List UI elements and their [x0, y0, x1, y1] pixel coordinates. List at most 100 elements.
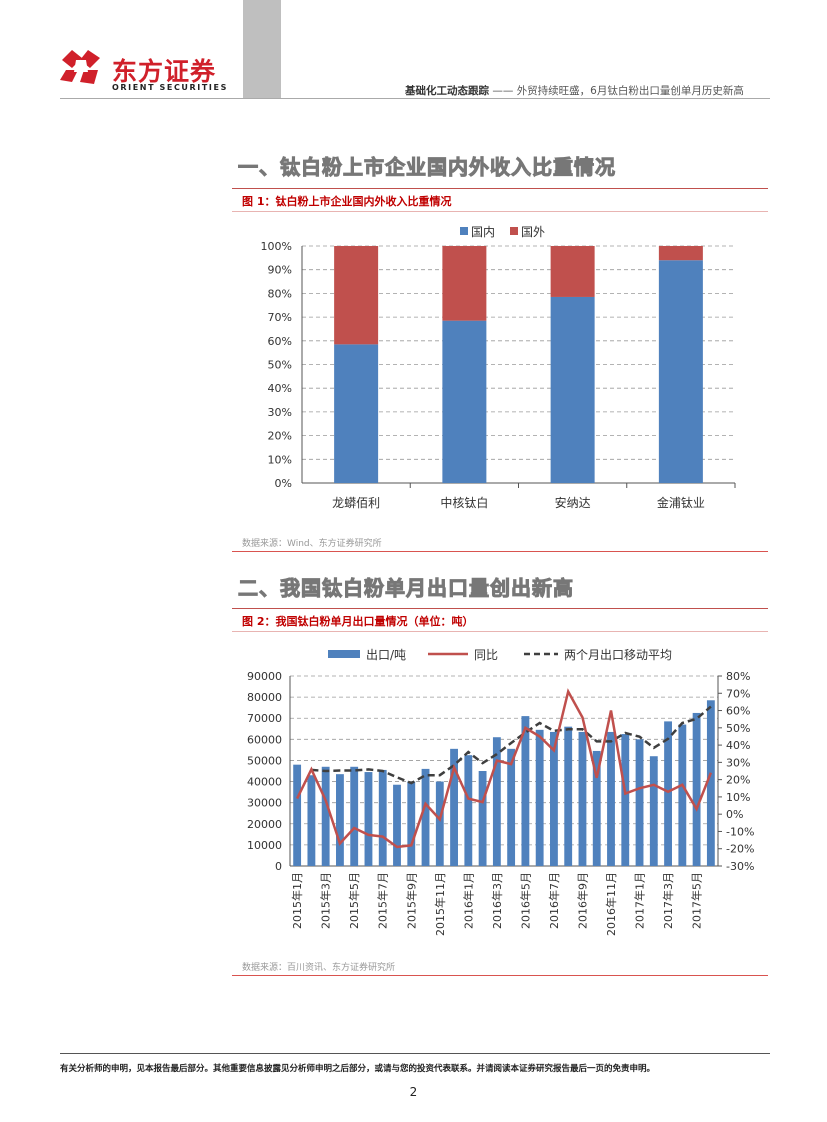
bar-export — [307, 775, 316, 866]
page-number: 2 — [409, 1085, 418, 1099]
y-tick-label: 0% — [275, 477, 292, 490]
figure-1-title-rule — [232, 211, 768, 212]
y-left-tick-label: 10000 — [247, 839, 282, 852]
chart-export-volume: 出口/吨 同比 两个月出口移动平均 0 10000 20000 30000 40000 5000… — [247, 648, 754, 936]
header-accent-bar — [243, 0, 281, 98]
footer-disclaimer: 有关分析师的申明，见本报告最后部分。其他重要信息披露见分析师申明之后部分，或请与… — [60, 1064, 656, 1074]
figure-2-bottom-rule — [232, 975, 768, 976]
orient-logo-icon — [58, 48, 106, 94]
y-tick-label: 70% — [268, 311, 292, 324]
brand-name-cn: 东方证券 — [112, 57, 217, 86]
section-title-2: 二、我国钛白粉单月出口量创出新高 — [238, 576, 574, 601]
x-tick-label: 2016年9月 — [575, 872, 589, 929]
bar-export — [706, 700, 715, 866]
y-tick-label: 20% — [268, 430, 292, 443]
y-right-tick-label: 80% — [726, 670, 750, 683]
x-tick-label: 金浦钛业 — [657, 495, 705, 510]
x-tick-label: 2016年3月 — [490, 872, 504, 929]
y-tick-label: 50% — [268, 359, 292, 372]
bar-domestic — [334, 344, 379, 483]
figure-2-title: 图 2：我国钛白粉单月出口量情况（单位：吨） — [242, 615, 474, 628]
bar-export — [535, 729, 544, 866]
legend-label-ma: 两个月出口移动平均 — [564, 648, 672, 662]
x-tick-label: 2015年9月 — [404, 872, 418, 929]
x-tick-label: 2016年5月 — [518, 872, 532, 929]
bar-foreign — [442, 246, 487, 321]
figure-2-top-rule — [232, 608, 768, 609]
bar-export — [321, 766, 330, 866]
bar-export — [607, 731, 615, 866]
legend-label-bar: 出口/吨 — [366, 648, 406, 662]
bar-export — [350, 766, 359, 866]
y-left-tick-label: 80000 — [247, 691, 282, 704]
bar-export — [478, 771, 487, 866]
bar-export — [592, 750, 601, 866]
report-series: 基础化工动态跟踪 — [405, 85, 489, 97]
bar-export — [435, 781, 444, 866]
y-right-tick-label: -30% — [726, 860, 754, 873]
x-tick-label: 2017年3月 — [661, 872, 675, 929]
x-tick-label: 安纳达 — [555, 495, 591, 510]
chart-revenue-split: 国内 国外 0% 10% 20% 30% 40% 50% 60% 70% 80% 90% 100% 龙蟒佰… — [261, 225, 736, 510]
y-tick-label: 40% — [268, 382, 292, 395]
x-tick-label: 2015年11月 — [433, 872, 447, 936]
report-subtitle: 外贸持续旺盛，6月钛白粉出口量创单月历史新高 — [516, 85, 744, 97]
legend-label-0: 国内 — [471, 225, 495, 239]
bar-foreign — [334, 246, 379, 345]
legend-swatch-1 — [510, 227, 518, 235]
x-tick-label: 2016年1月 — [461, 872, 475, 929]
x-tick-label: 2015年1月 — [290, 872, 304, 929]
bar-foreign — [658, 246, 703, 261]
y-tick-label: 80% — [268, 287, 292, 300]
line-moving-average — [311, 705, 712, 785]
y-tick-label: 60% — [268, 335, 292, 348]
bar-export — [621, 734, 630, 866]
y-right-tick-label: 30% — [726, 756, 750, 769]
legend-label-1: 国外 — [521, 225, 545, 239]
bar-export — [564, 726, 573, 866]
y-tick-label: 10% — [268, 453, 292, 466]
legend-swatch-0 — [460, 227, 468, 235]
x-tick-label: 2015年5月 — [347, 872, 361, 929]
bar-export — [578, 731, 587, 866]
x-tick-label: 龙蟒佰利 — [332, 495, 380, 510]
bar-export — [364, 772, 373, 866]
y-left-tick-label: 70000 — [247, 712, 282, 725]
figure-1-title: 图 1：钛白粉上市企业国内外收入比重情况 — [242, 195, 452, 208]
legend-label-yoy: 同比 — [474, 648, 498, 662]
y-left-tick-label: 30000 — [247, 797, 282, 810]
y-right-tick-label: 10% — [726, 791, 750, 804]
x-tick-label: 2016年7月 — [547, 872, 561, 929]
x-tick-label: 2017年1月 — [633, 872, 647, 929]
bar-export — [293, 764, 302, 866]
bar-export — [393, 784, 401, 866]
y-left-tick-label: 0 — [275, 860, 282, 873]
figure-2-title-rule — [232, 631, 768, 632]
y-left-tick-label: 20000 — [247, 818, 282, 831]
y-right-tick-label: -10% — [726, 825, 754, 838]
bar-export — [692, 712, 701, 866]
y-left-tick-label: 50000 — [247, 754, 282, 767]
bar-export — [450, 748, 458, 866]
y-left-tick-label: 40000 — [247, 776, 282, 789]
y-right-tick-label: -20% — [726, 843, 754, 856]
bar-export — [492, 737, 501, 866]
legend-swatch-bar — [328, 650, 360, 658]
x-tick-label: 中核钛白 — [440, 495, 488, 510]
header-divider — [60, 98, 770, 99]
bar-export — [507, 748, 516, 866]
bar-foreign — [550, 246, 595, 297]
bar-export — [336, 774, 344, 866]
y-right-tick-label: 70% — [726, 687, 750, 700]
report-dash: —— — [489, 85, 517, 97]
figure-2-source: 数据来源：百川资讯、东方证券研究所 — [242, 963, 396, 973]
y-right-tick-label: 60% — [726, 705, 750, 718]
section-title-1: 一、钛白粉上市企业国内外收入比重情况 — [238, 155, 616, 180]
bar-export — [635, 739, 644, 866]
bar-export — [649, 756, 658, 866]
report-title: 基础化工动态跟踪 —— 外贸持续旺盛，6月钛白粉出口量创单月历史新高 — [405, 83, 744, 98]
line-yoy — [295, 688, 713, 849]
bar-domestic — [658, 260, 703, 483]
x-tick-label: 2015年3月 — [319, 872, 333, 929]
x-tick-label: 2016年11月 — [604, 872, 618, 936]
